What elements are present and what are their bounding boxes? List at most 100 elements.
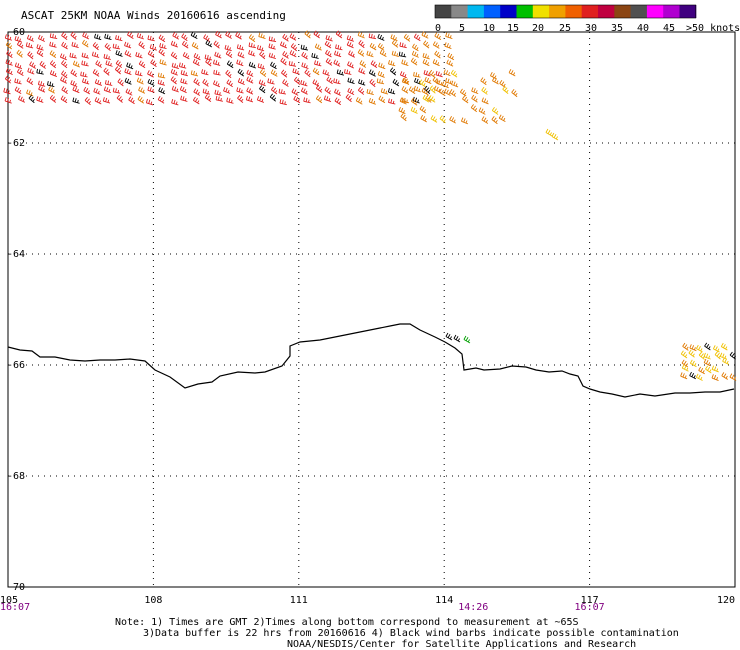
lat-tick-label: -64: [7, 249, 25, 260]
wind-barb: [225, 69, 232, 79]
wind-barb: [126, 62, 134, 70]
wind-barb: [82, 78, 90, 85]
wind-barb: [681, 364, 689, 372]
wind-barb: [135, 52, 143, 59]
wind-barb: [366, 88, 374, 96]
wind-barb: [256, 45, 265, 52]
wind-barb: [411, 50, 419, 58]
wind-barb: [403, 33, 411, 42]
wind-barb: [226, 60, 234, 69]
wind-barb: [268, 52, 277, 60]
lon-tick-label: 117: [581, 595, 599, 606]
wind-barb: [114, 66, 122, 75]
wind-barb: [422, 52, 430, 60]
wind-barb: [115, 60, 123, 69]
wind-barb: [401, 59, 409, 67]
wind-barb: [226, 79, 233, 88]
wind-barb: [279, 41, 288, 49]
wind-barb: [49, 60, 57, 69]
note-line-3: NOAA/NESDIS/Center for Satellite Applica…: [287, 639, 637, 650]
wind-barb: [413, 71, 421, 78]
wind-barb: [459, 88, 467, 97]
wind-barb: [245, 95, 254, 103]
wind-barb: [26, 89, 34, 97]
wind-barb: [158, 87, 166, 95]
legend-swatch: [467, 5, 485, 18]
note-line-1: Note: 1) Times are GMT 2)Times along bot…: [115, 617, 579, 628]
wind-barb: [201, 69, 209, 76]
wind-barb: [147, 70, 154, 78]
wind-barb: [388, 59, 396, 67]
legend-swatch: [549, 5, 566, 18]
map-grid: [7, 31, 736, 588]
wind-barb: [170, 68, 178, 76]
wind-barb: [303, 97, 311, 104]
wind-barb: [257, 63, 266, 70]
legend-swatch: [435, 5, 452, 18]
wind-barb: [314, 60, 322, 67]
wind-barb: [92, 69, 100, 77]
wind-barb: [293, 95, 301, 104]
wind-barb: [346, 35, 354, 42]
wind-barb: [204, 54, 212, 61]
wind-barb: [48, 86, 55, 94]
wind-barb: [145, 98, 154, 106]
legend-swatch: [565, 5, 583, 18]
wind-barb: [248, 42, 256, 49]
wind-barb: [225, 50, 233, 59]
wind-barb: [193, 53, 201, 61]
wind-barb: [82, 39, 89, 48]
wind-barb: [135, 70, 143, 77]
wind-barb: [379, 49, 387, 57]
wind-barb: [439, 115, 446, 124]
wind-barb: [124, 68, 132, 75]
wind-barb: [301, 62, 309, 69]
wind-barb: [428, 69, 436, 78]
wind-barb: [49, 33, 58, 39]
wind-barb: [301, 51, 308, 60]
wind-barb: [170, 76, 177, 85]
wind-barb: [334, 97, 342, 106]
wind-barb: [502, 85, 509, 94]
latitude-labels: -60 -62 -64 -66 -68 -70: [7, 27, 25, 593]
wind-barb: [178, 62, 187, 69]
wind-barb: [95, 60, 102, 68]
wind-barb: [348, 50, 355, 58]
wind-barb: [711, 374, 719, 381]
wind-barb: [413, 85, 421, 93]
wind-barb: [481, 116, 489, 124]
wind-barb: [14, 62, 23, 69]
wind-barb: [94, 79, 103, 86]
wind-barb: [213, 69, 221, 76]
wind-barb: [149, 44, 157, 51]
wind-barb: [324, 40, 332, 49]
wind-barb: [205, 39, 213, 48]
wind-barb: [202, 88, 210, 95]
wind-barb: [170, 51, 178, 60]
wind-barb: [14, 78, 22, 85]
wind-barb: [91, 51, 100, 58]
wind-speed-legend: 0 5 10 15 20 25 30 35 40 45 >50 knots: [434, 4, 740, 34]
wind-barb: [214, 89, 222, 96]
wind-barb: [182, 51, 190, 60]
wind-barb: [445, 32, 453, 39]
wind-barb: [422, 94, 430, 103]
wind-barb: [26, 34, 34, 42]
wind-barb: [127, 31, 134, 39]
wind-barb: [414, 77, 422, 85]
wind-barb: [421, 87, 429, 96]
wind-barb: [4, 75, 12, 84]
wind-barb: [213, 80, 221, 88]
wind-barb: [61, 32, 68, 41]
wind-barb: [259, 51, 266, 60]
wind-barb: [171, 62, 179, 70]
wind-barb: [136, 32, 144, 40]
wind-barb: [335, 30, 343, 39]
wind-barb: [370, 60, 378, 68]
wind-barb: [438, 88, 446, 97]
wind-barb: [410, 57, 418, 66]
wind-barb: [492, 77, 499, 85]
wind-barb: [408, 86, 416, 94]
wind-barb: [720, 342, 728, 351]
